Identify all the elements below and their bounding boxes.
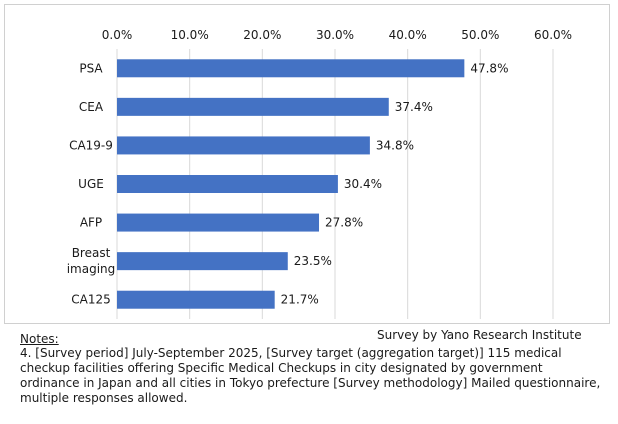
data-label: 21.7% xyxy=(281,293,319,307)
bar xyxy=(117,213,320,232)
notes-title: Notes: xyxy=(20,332,59,346)
category-label: CA19-9 xyxy=(69,138,113,152)
category-label: imaging xyxy=(67,262,116,276)
data-label: 27.8% xyxy=(325,216,363,230)
category-label: UGE xyxy=(78,177,104,191)
bar xyxy=(117,290,275,309)
data-label: 30.4% xyxy=(344,177,382,191)
data-label: 23.5% xyxy=(294,254,332,268)
x-tick-label: 10.0% xyxy=(171,28,209,42)
data-label: 37.4% xyxy=(395,100,433,114)
category-label: CA125 xyxy=(71,293,111,307)
bar xyxy=(117,175,338,193)
bar xyxy=(117,136,370,155)
chart-frame: 0.0% 10.0% 20.0% 30.0% 40.0% 50.0% 60.0% PSA 47.… xyxy=(4,4,610,324)
x-tick-label: 30.0% xyxy=(316,28,354,42)
source-note: Survey by Yano Research Institute xyxy=(377,328,582,342)
category-label: AFP xyxy=(80,216,102,230)
bar xyxy=(117,97,389,116)
x-tick-label: 40.0% xyxy=(389,28,427,42)
bar-chart: 0.0% 10.0% 20.0% 30.0% 40.0% 50.0% 60.0% PSA 47.… xyxy=(67,28,572,319)
data-label: 34.8% xyxy=(376,138,414,152)
notes-body: 4. [Survey period] July-September 2025, … xyxy=(20,346,601,405)
data-label: 47.8% xyxy=(470,61,508,75)
category-label: CEA xyxy=(79,100,104,114)
bar xyxy=(117,252,288,271)
category-label: PSA xyxy=(79,61,103,75)
x-tick-label: 0.0% xyxy=(102,28,133,42)
bar xyxy=(117,59,465,78)
x-tick-label: 50.0% xyxy=(461,28,499,42)
x-tick-label: 60.0% xyxy=(534,28,572,42)
category-label: Breast xyxy=(72,246,111,260)
x-tick-label: 20.0% xyxy=(243,28,281,42)
